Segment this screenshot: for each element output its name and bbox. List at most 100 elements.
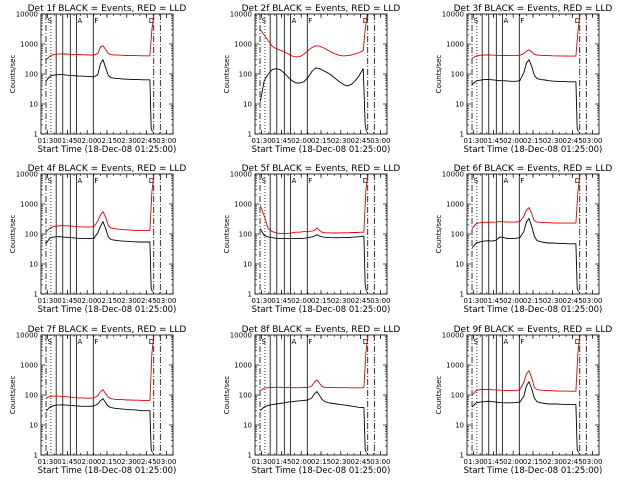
flag-label: D bbox=[149, 338, 154, 346]
y-tick-label: 1 bbox=[460, 452, 464, 460]
y-tick-label: 1 bbox=[248, 131, 252, 139]
chart-panel-3: Det 3f BLACK = Events, RED = LLD 1 10 100 10… bbox=[435, 4, 612, 155]
x-tick-label: 01:30 bbox=[252, 458, 272, 466]
y-tick-label: 10 bbox=[455, 261, 464, 269]
series-line-lld bbox=[471, 173, 581, 229]
y-tick-label: 100 bbox=[451, 71, 464, 79]
x-axis-label: Start Time (18-Dec-08 01:25:00) bbox=[252, 145, 391, 155]
series-line-lld bbox=[46, 334, 155, 401]
y-axis-label: Counts/sec bbox=[435, 376, 443, 415]
x-tick-label: 01:30 bbox=[464, 137, 484, 145]
x-tick-label: 01:45 bbox=[271, 458, 291, 466]
chart-title: Det 4f BLACK = Events, RED = LLD bbox=[28, 164, 187, 174]
x-tick-label: 02:30 bbox=[331, 137, 351, 145]
x-tick-label: 02:45 bbox=[137, 137, 157, 145]
flag-label: F bbox=[520, 338, 524, 346]
y-tick-label: 100 bbox=[239, 71, 252, 79]
x-tick-label: 02:30 bbox=[117, 297, 137, 305]
y-tick-label: 10 bbox=[243, 261, 252, 269]
y-axis-label: Counts/sec bbox=[223, 215, 231, 254]
flag-label: D bbox=[575, 177, 580, 185]
flag-label: D bbox=[363, 177, 368, 185]
chart-panel-7: Det 7f BLACK = Events, RED = LLD 1 10 100 10… bbox=[9, 325, 186, 476]
chart-panel-6: Det 6f BLACK = Events, RED = LLD 1 10 100 10… bbox=[435, 164, 612, 315]
x-tick-label: 03:00 bbox=[156, 297, 176, 305]
flag-label: F bbox=[94, 17, 98, 25]
plot-frame bbox=[466, 334, 600, 456]
chart-panel-8: Det 8f BLACK = Events, RED = LLD 1 10 100 10… bbox=[223, 325, 400, 476]
x-tick-label: 02:00 bbox=[291, 458, 311, 466]
x-tick-label: 02:30 bbox=[331, 458, 351, 466]
x-tick-label: 01:45 bbox=[483, 458, 503, 466]
flag-label: D bbox=[575, 338, 580, 346]
x-tick-label: 02:15 bbox=[523, 137, 543, 145]
x-tick-label: 02:45 bbox=[563, 137, 583, 145]
flag-label: A bbox=[78, 338, 83, 346]
y-tick-label: 1000 bbox=[20, 41, 38, 49]
y-tick-label: 1 bbox=[460, 291, 464, 299]
x-tick-label: 01:45 bbox=[271, 137, 291, 145]
y-axis-label: Counts/sec bbox=[435, 215, 443, 254]
y-tick-label: 10000 bbox=[16, 171, 38, 179]
plot-frame bbox=[254, 13, 388, 135]
flag-label: S bbox=[262, 338, 267, 346]
x-tick-label: 02:45 bbox=[563, 297, 583, 305]
y-tick-label: 1 bbox=[248, 452, 252, 460]
x-tick-label: 02:45 bbox=[351, 137, 371, 145]
y-axis-label: Counts/sec bbox=[9, 55, 17, 94]
x-tick-label: 02:00 bbox=[77, 458, 97, 466]
flag-label: A bbox=[504, 177, 509, 185]
y-axis-label: Counts/sec bbox=[435, 55, 443, 94]
chart-panel-9: Det 9f BLACK = Events, RED = LLD 1 10 100 10… bbox=[435, 325, 612, 476]
x-tick-label: 02:00 bbox=[503, 458, 523, 466]
flag-label: F bbox=[308, 338, 312, 346]
x-tick-label: 01:30 bbox=[464, 458, 484, 466]
flag-label: D bbox=[149, 177, 154, 185]
y-tick-label: 100 bbox=[25, 231, 38, 239]
flag-label: S bbox=[262, 17, 267, 25]
x-tick-label: 03:00 bbox=[156, 458, 176, 466]
x-tick-label: 03:00 bbox=[370, 458, 390, 466]
y-tick-label: 100 bbox=[451, 392, 464, 400]
chart-title: Det 1f BLACK = Events, RED = LLD bbox=[28, 4, 187, 14]
y-tick-label: 100 bbox=[451, 231, 464, 239]
y-tick-label: 1000 bbox=[234, 41, 252, 49]
flag-label: A bbox=[504, 338, 509, 346]
flag-label: A bbox=[78, 17, 83, 25]
series-line-events bbox=[259, 391, 367, 453]
x-tick-label: 02:15 bbox=[311, 297, 331, 305]
y-tick-label: 1 bbox=[34, 131, 38, 139]
y-tick-label: 1000 bbox=[20, 362, 38, 370]
x-tick-label: 03:00 bbox=[370, 297, 390, 305]
flag-label: S bbox=[48, 17, 53, 25]
plot-frame bbox=[40, 334, 174, 456]
x-tick-label: 01:45 bbox=[483, 137, 503, 145]
flag-label: F bbox=[308, 177, 312, 185]
y-tick-label: 100 bbox=[239, 392, 252, 400]
x-tick-label: 02:15 bbox=[523, 297, 543, 305]
x-tick-label: 02:00 bbox=[77, 297, 97, 305]
y-tick-label: 10000 bbox=[442, 11, 464, 19]
x-tick-label: 02:45 bbox=[137, 458, 157, 466]
series-line-lld bbox=[259, 13, 368, 58]
x-tick-label: 02:00 bbox=[291, 297, 311, 305]
x-axis-label: Start Time (18-Dec-08 01:25:00) bbox=[464, 145, 603, 155]
y-tick-label: 100 bbox=[25, 392, 38, 400]
plot-frame bbox=[40, 173, 174, 295]
flag-label: A bbox=[78, 177, 83, 185]
flag-label: F bbox=[94, 338, 98, 346]
x-tick-label: 02:30 bbox=[331, 297, 351, 305]
y-tick-label: 1 bbox=[248, 291, 252, 299]
y-tick-label: 10 bbox=[29, 422, 38, 430]
y-axis-label: Counts/sec bbox=[223, 55, 231, 94]
chart-panel-5: Det 5f BLACK = Events, RED = LLD 1 10 100 10… bbox=[223, 164, 400, 315]
series-line-lld bbox=[45, 173, 155, 232]
x-tick-label: 02:15 bbox=[523, 458, 543, 466]
y-tick-label: 100 bbox=[25, 71, 38, 79]
chart-title: Det 3f BLACK = Events, RED = LLD bbox=[454, 4, 613, 14]
x-tick-label: 02:45 bbox=[351, 458, 371, 466]
x-tick-label: 03:00 bbox=[582, 137, 602, 145]
y-axis-label: Counts/sec bbox=[9, 215, 17, 254]
